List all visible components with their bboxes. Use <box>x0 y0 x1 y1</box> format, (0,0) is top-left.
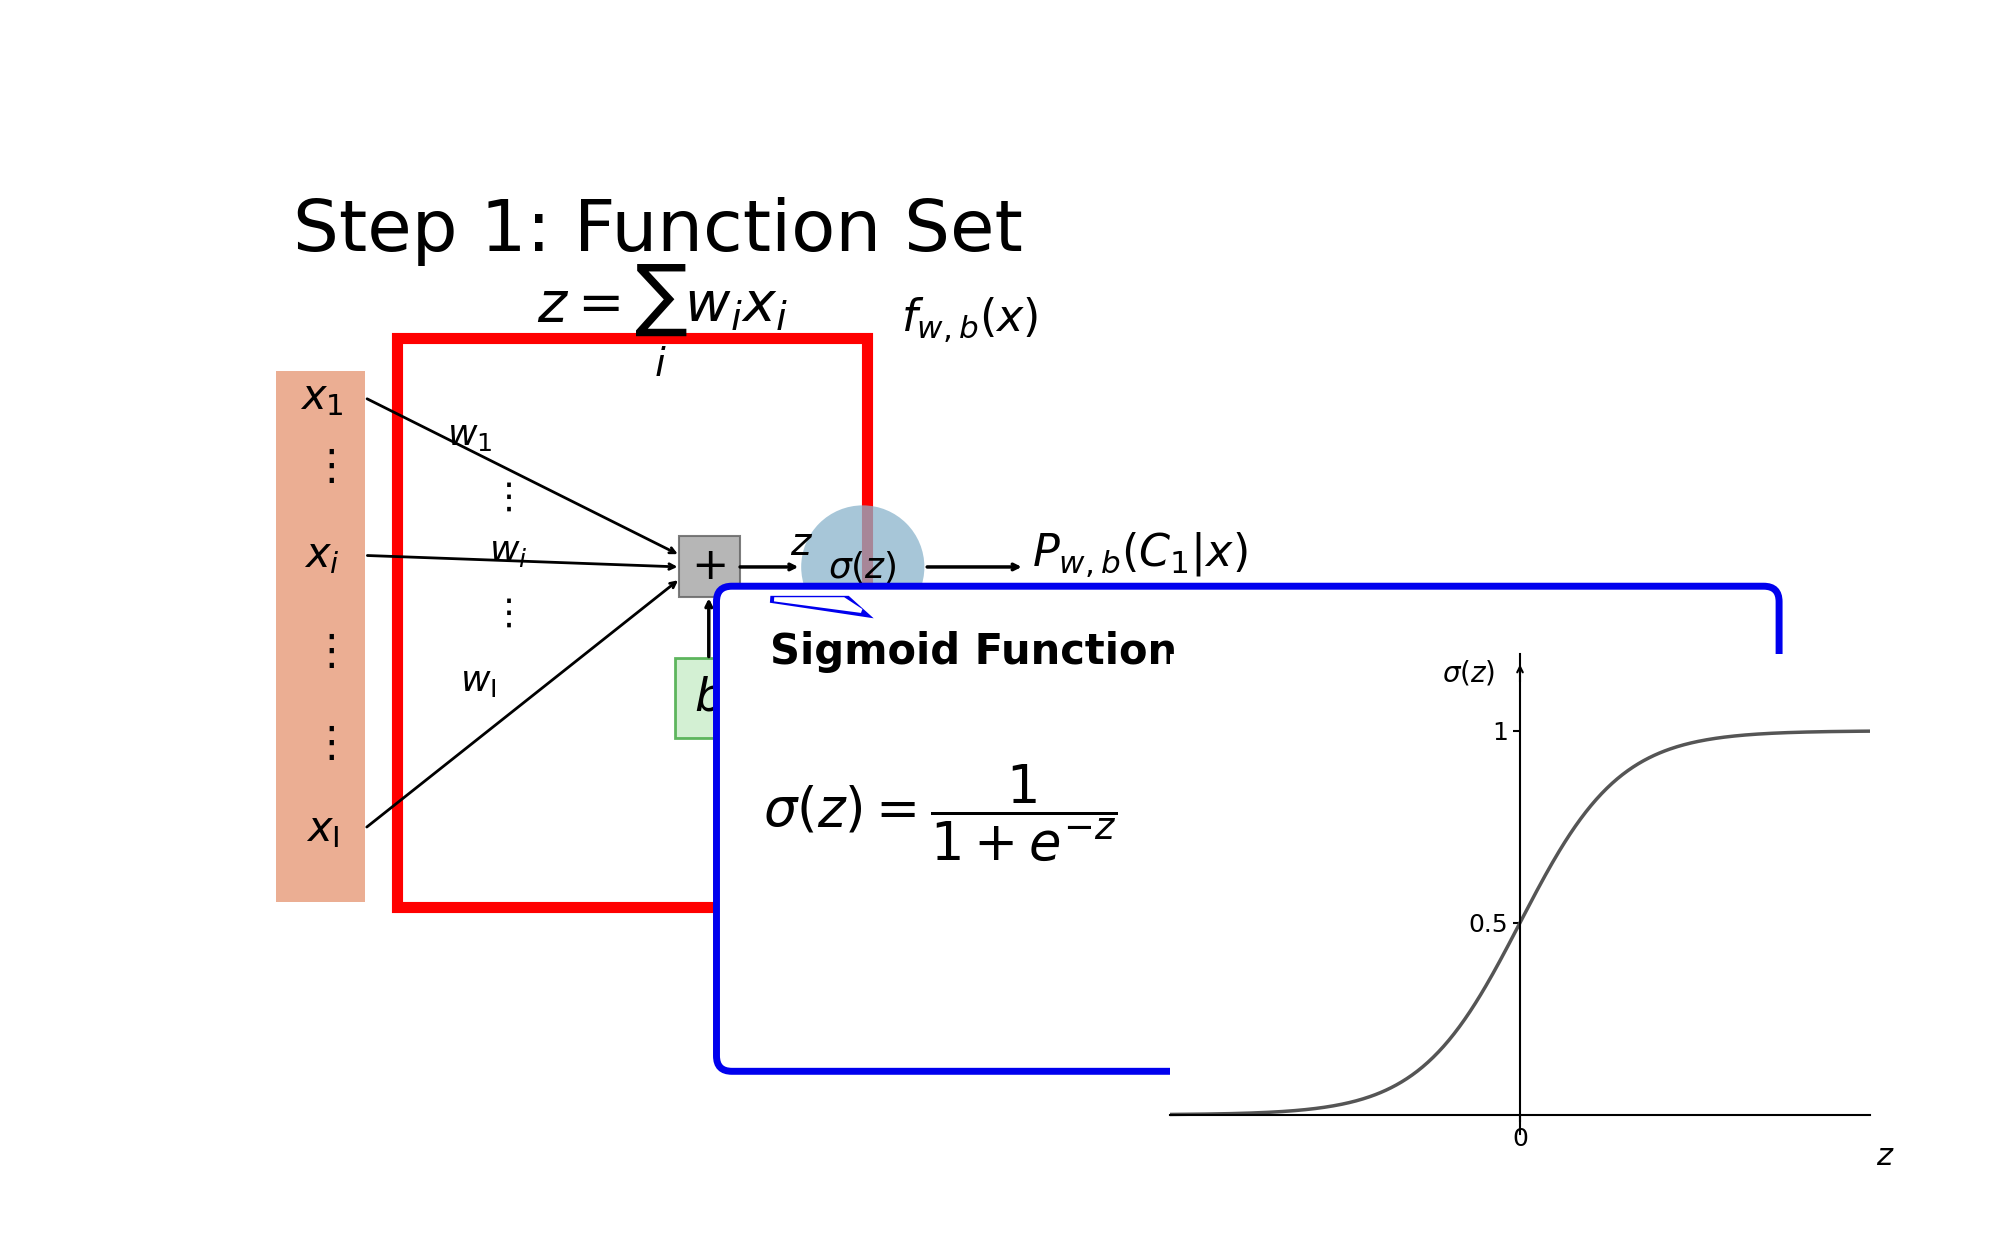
Text: $P_{w,b}(C_1|x)$: $P_{w,b}(C_1|x)$ <box>1032 531 1248 580</box>
Text: $z$: $z$ <box>1876 1141 1894 1171</box>
Text: Step 1: Function Set: Step 1: Function Set <box>293 197 1022 267</box>
Text: $\sigma(z)=\dfrac{1}{1+e^{-z}}$: $\sigma(z)=\dfrac{1}{1+e^{-z}}$ <box>762 764 1118 864</box>
FancyBboxPatch shape <box>679 536 741 597</box>
Text: $\vdots$: $\vdots$ <box>489 481 511 515</box>
Text: $\sigma(z)$: $\sigma(z)$ <box>1441 659 1495 687</box>
Text: $\vdots$: $\vdots$ <box>489 596 511 631</box>
Text: Sigmoid Function: Sigmoid Function <box>770 631 1178 673</box>
Text: $\sigma(z)$: $\sigma(z)$ <box>828 549 898 585</box>
Text: $z$: $z$ <box>790 524 812 563</box>
Polygon shape <box>770 600 862 613</box>
Text: $b$: $b$ <box>695 675 725 721</box>
FancyBboxPatch shape <box>675 658 743 738</box>
FancyBboxPatch shape <box>717 586 1778 1071</box>
Text: $\vdots$: $\vdots$ <box>309 445 335 487</box>
Text: $+$: $+$ <box>691 545 727 589</box>
Text: $\vdots$: $\vdots$ <box>309 723 335 765</box>
Text: $z = \sum_{i} w_i x_i$: $z = \sum_{i} w_i x_i$ <box>537 263 788 379</box>
Circle shape <box>800 506 924 628</box>
Text: $w_i$: $w_i$ <box>489 534 527 569</box>
Polygon shape <box>774 600 860 611</box>
Text: $w_{\mathrm{I}}$: $w_{\mathrm{I}}$ <box>459 665 497 700</box>
Text: $w_1$: $w_1$ <box>447 420 493 453</box>
Text: $\vdots$: $\vdots$ <box>309 631 335 673</box>
Text: $f_{w,b}(x)$: $f_{w,b}(x)$ <box>902 296 1038 346</box>
Text: $x_{\mathrm{I}}$: $x_{\mathrm{I}}$ <box>305 808 339 850</box>
FancyBboxPatch shape <box>275 370 365 902</box>
Text: $x_1$: $x_1$ <box>301 376 343 418</box>
Text: $x_i$: $x_i$ <box>305 534 339 576</box>
